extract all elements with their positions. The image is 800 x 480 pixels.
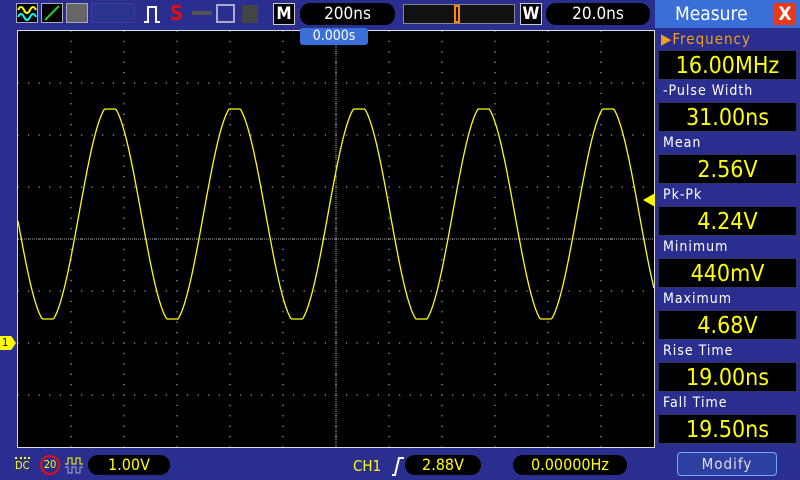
invert-icon [64, 456, 84, 478]
trigger-level-readout[interactable]: 2.88V [405, 455, 481, 475]
measure-label: Mean [663, 135, 702, 151]
status-bar: DC 20 1.00V CH1 2.88V 0.00000Hz [0, 448, 655, 480]
window-marker[interactable] [454, 5, 460, 23]
trigger-source: CH1 [353, 457, 382, 475]
measure-label: Pk-Pk [663, 187, 703, 203]
measure-label: Maximum [663, 291, 733, 307]
channels-icon[interactable] [16, 3, 38, 23]
ch1-scale-readout[interactable]: 1.00V [88, 455, 170, 475]
memory-window-bar[interactable] [403, 4, 515, 24]
rising-edge-icon [391, 456, 405, 480]
measure-label: -Pulse Width [663, 83, 754, 99]
print-icon[interactable] [242, 5, 258, 23]
bandwidth-limit-indicator: 20 [40, 455, 60, 475]
measure-value[interactable]: 16.00MHz [658, 50, 797, 80]
measure-value[interactable]: 19.50ns [658, 414, 797, 444]
save-icon[interactable] [216, 4, 235, 23]
measure-label: Minimum [663, 239, 729, 255]
measure-value[interactable]: 4.24V [658, 206, 797, 236]
timebase-readout[interactable]: 200ns [300, 3, 395, 25]
empty-slot [91, 3, 135, 23]
close-button[interactable]: X [774, 3, 796, 25]
ch1-trace [17, 108, 655, 320]
measure-label: ▶Frequency [661, 30, 751, 48]
measure-label: Rise Time [663, 343, 734, 359]
waveform-svg [17, 30, 655, 448]
key-icon [192, 11, 212, 15]
trigger-position-label[interactable]: 0.000s [300, 28, 368, 45]
window-readout[interactable]: 20.0ns [546, 3, 650, 25]
main-timebase-label: M [273, 3, 295, 25]
persist-icon[interactable] [66, 3, 88, 23]
waveform-display: 0.000s [17, 28, 655, 448]
measure-value[interactable]: 440mV [658, 258, 797, 288]
measure-panel: Measure X ▶Frequency 16.00MHz -Pulse Width 3… [655, 0, 800, 480]
channel1-marker[interactable]: 1 [0, 336, 16, 350]
frequency-counter-readout: 0.00000Hz [513, 455, 627, 475]
measure-value[interactable]: 4.68V [658, 310, 797, 340]
measure-title: Measure X [655, 0, 800, 28]
coupling-indicator: DC [15, 457, 30, 472]
window-label: W [520, 3, 542, 25]
measure-value[interactable]: 2.56V [658, 154, 797, 184]
measure-title-text: Measure [675, 3, 748, 25]
modify-button[interactable]: Modify [677, 452, 777, 476]
math-icon[interactable] [41, 3, 63, 23]
measure-value[interactable]: 31.00ns [658, 102, 797, 132]
pulse-icon [143, 4, 163, 28]
measure-label: Fall Time [663, 395, 728, 411]
stop-icon[interactable]: S [170, 1, 183, 25]
measure-value[interactable]: 19.00ns [658, 362, 797, 392]
top-toolbar: S M 200ns W 20.0ns [0, 0, 655, 30]
